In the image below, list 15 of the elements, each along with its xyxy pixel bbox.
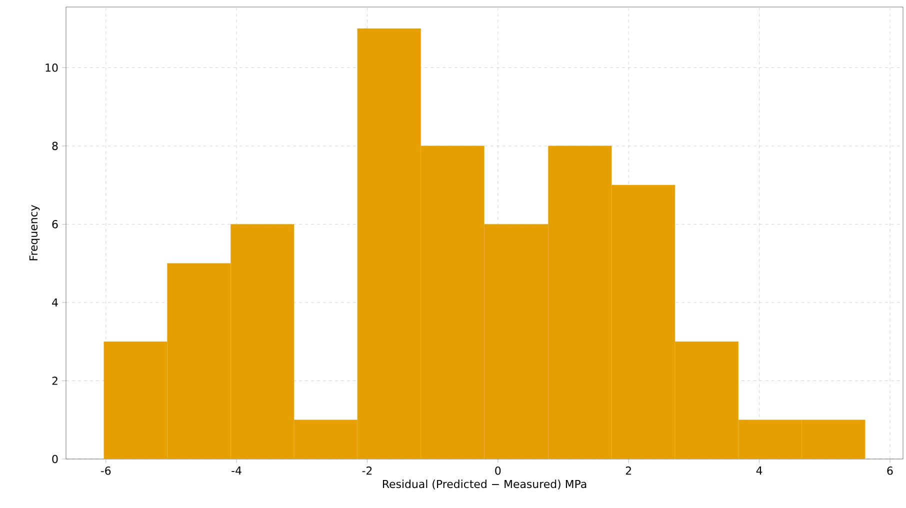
y-tick-label: 4 — [52, 298, 58, 306]
x-tick-label: 2 — [626, 466, 631, 475]
x-tick-label: -4 — [232, 466, 242, 475]
y-axis-title: Frequency — [29, 205, 40, 260]
x-tick-label: 4 — [756, 466, 762, 475]
x-axis-title: Residual (Predicted − Measured) MPa — [382, 480, 586, 490]
x-tick-label: 0 — [495, 466, 501, 475]
y-tick-label: 2 — [52, 376, 58, 385]
x-tick-label: 6 — [887, 466, 893, 475]
y-tick-label: 8 — [52, 142, 58, 150]
x-tick-label: -6 — [100, 466, 111, 475]
y-tick-label: 0 — [52, 454, 58, 464]
y-tick-label: 6 — [52, 220, 58, 228]
y-tick-label: 10 — [46, 64, 58, 72]
x-tick-label: -2 — [362, 466, 372, 475]
